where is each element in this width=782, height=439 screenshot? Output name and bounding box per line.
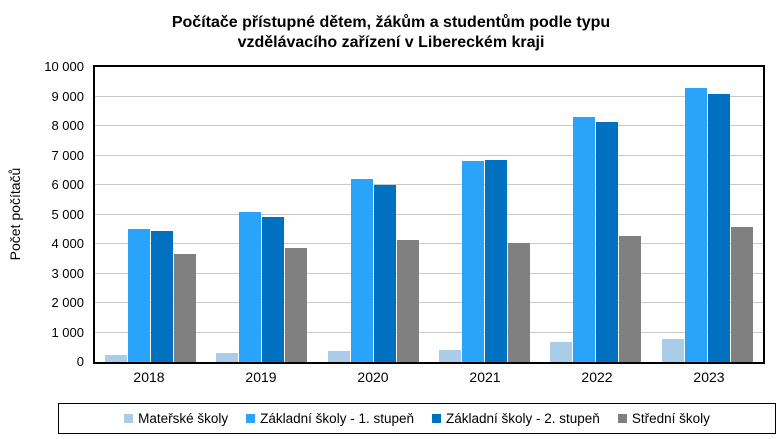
y-tick-label: 4 000 <box>51 236 84 251</box>
legend-marker-icon <box>124 414 134 423</box>
gridline <box>95 184 763 185</box>
bar-group <box>429 67 540 362</box>
bar <box>596 122 619 362</box>
bar <box>285 248 308 362</box>
legend-marker-icon <box>246 414 256 423</box>
y-tick-label: 9 000 <box>51 88 84 104</box>
chart-title-line1: Počítače přístupné dětem, žákům a studen… <box>171 14 611 31</box>
gridline <box>95 272 763 274</box>
bar <box>462 161 485 362</box>
legend-item: Základní školy - 1. stupeň <box>246 411 414 426</box>
y-tick-label: 0 <box>76 354 84 369</box>
bar <box>373 185 396 362</box>
bar-group <box>318 67 429 362</box>
legend-item: Mateřské školy <box>124 411 228 426</box>
x-axis-label: 2023 <box>693 369 725 385</box>
bar-group <box>652 67 763 362</box>
bar <box>128 229 151 362</box>
bar <box>350 178 373 362</box>
legend-label: Mateřské školy <box>138 411 229 426</box>
y-axis-tick-labels: 0 1 000 2 000 3 000 4 000 5 000 6 000 7 000 8 00… <box>0 59 84 369</box>
x-axis-label: 2019 <box>245 369 277 385</box>
gridline <box>95 213 763 215</box>
x-axis-labels: 2018 2019 2020 2021 2022 2023 <box>93 369 765 385</box>
gridline <box>95 302 763 303</box>
y-tick-label: 5 000 <box>51 206 84 222</box>
bar <box>508 243 531 362</box>
x-axis-label: 2021 <box>469 369 501 385</box>
chart-title-line2: vzdělávacího zařízení v Libereckém kraji <box>237 34 545 51</box>
bar-group <box>95 67 206 362</box>
legend-marker-icon <box>431 414 441 423</box>
y-tick-label: 2 000 <box>51 295 84 310</box>
bar <box>151 231 174 362</box>
x-axis-label: 2018 <box>133 369 165 385</box>
bar <box>661 339 684 362</box>
gridline <box>95 331 763 333</box>
bar <box>262 217 285 362</box>
gridline <box>95 125 763 126</box>
x-axis-label: 2020 <box>357 369 389 385</box>
legend-label: Střední školy <box>631 411 710 426</box>
y-tick-label: 6 000 <box>51 177 84 192</box>
bar-group <box>540 67 651 362</box>
y-tick-label: 7 000 <box>51 147 84 163</box>
legend: Mateřské školy Základní školy - 1. stupeň… <box>58 403 776 434</box>
y-tick-label: 8 000 <box>51 118 84 133</box>
bar <box>174 253 197 362</box>
plot-area <box>93 65 765 364</box>
bar <box>239 212 262 362</box>
legend-item: Základní školy - 2. stupeň <box>431 411 600 426</box>
bar <box>105 354 128 362</box>
legend-marker-icon <box>617 414 627 423</box>
bar <box>485 159 508 362</box>
bar <box>684 88 707 362</box>
y-tick-label: 1 000 <box>51 324 84 340</box>
gridline <box>95 95 763 97</box>
legend-item: Střední školy <box>617 411 710 426</box>
y-tick-label: 3 000 <box>51 265 84 281</box>
gridline <box>95 154 763 156</box>
bar-group <box>206 67 317 362</box>
x-axis-label: 2022 <box>581 369 613 385</box>
legend-label: Základní školy - 2. stupeň <box>445 411 600 426</box>
y-tick-label: 10 000 <box>44 59 84 74</box>
bar <box>396 239 419 362</box>
chart-title: Počítače přístupné dětem, žákům a studen… <box>0 13 782 53</box>
gridline <box>95 243 763 244</box>
bar <box>619 235 642 362</box>
legend-label: Základní školy - 1. stupeň <box>260 411 414 426</box>
bar <box>550 341 573 362</box>
bar <box>730 226 753 362</box>
bar <box>573 117 596 362</box>
bar-groups <box>95 67 763 362</box>
bar <box>439 350 462 362</box>
bar <box>327 350 350 362</box>
bar <box>707 94 730 362</box>
bar <box>216 353 239 362</box>
